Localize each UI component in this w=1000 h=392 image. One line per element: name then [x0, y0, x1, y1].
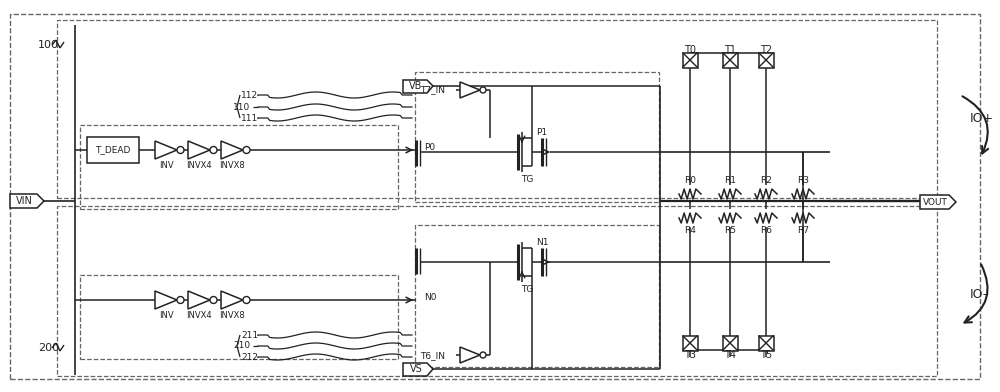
Text: T0: T0 — [684, 45, 696, 55]
Text: TG: TG — [521, 285, 533, 294]
Bar — [759, 53, 774, 67]
Circle shape — [243, 147, 250, 154]
Text: T3: T3 — [684, 350, 696, 360]
Circle shape — [210, 147, 217, 154]
Text: R6: R6 — [760, 225, 772, 234]
Text: TG: TG — [521, 174, 533, 183]
Text: VS: VS — [410, 364, 422, 374]
Text: P0: P0 — [424, 143, 435, 151]
Polygon shape — [460, 347, 480, 363]
Circle shape — [177, 147, 184, 154]
Text: VB: VB — [409, 81, 423, 91]
Bar — [759, 336, 774, 350]
Text: INVX4: INVX4 — [186, 310, 212, 319]
Bar — [80, 125, 398, 209]
Polygon shape — [155, 291, 177, 309]
Text: T6_IN: T6_IN — [420, 352, 445, 361]
Text: IO-: IO- — [970, 289, 988, 301]
Text: R1: R1 — [724, 176, 736, 185]
Bar — [415, 72, 659, 202]
Text: P1: P1 — [536, 127, 548, 136]
Text: 200: 200 — [38, 343, 59, 353]
Bar — [87, 137, 139, 163]
Text: T2: T2 — [760, 45, 772, 55]
Text: INVX8: INVX8 — [219, 160, 245, 169]
Text: 100: 100 — [38, 40, 59, 50]
Bar — [415, 225, 659, 367]
Text: R3: R3 — [797, 176, 809, 185]
Text: INVX8: INVX8 — [219, 310, 245, 319]
Text: 210: 210 — [233, 341, 250, 350]
Bar — [57, 206, 937, 376]
Polygon shape — [403, 363, 433, 376]
Text: N1: N1 — [536, 238, 548, 247]
Text: R4: R4 — [684, 225, 696, 234]
Polygon shape — [155, 141, 177, 159]
Text: R5: R5 — [724, 225, 736, 234]
Polygon shape — [920, 195, 956, 209]
Polygon shape — [188, 291, 210, 309]
Text: VOUT: VOUT — [923, 198, 947, 207]
Text: INV: INV — [159, 160, 173, 169]
Circle shape — [480, 87, 486, 93]
Polygon shape — [188, 141, 210, 159]
Text: 211: 211 — [241, 330, 258, 339]
Circle shape — [210, 296, 217, 303]
FancyArrowPatch shape — [964, 265, 988, 323]
Text: T7_IN: T7_IN — [420, 85, 445, 94]
Text: 212: 212 — [241, 352, 258, 361]
Text: 111: 111 — [241, 114, 258, 123]
Text: 112: 112 — [241, 91, 258, 100]
Polygon shape — [460, 82, 480, 98]
Text: R2: R2 — [760, 176, 772, 185]
Text: VIN: VIN — [16, 196, 32, 206]
Text: T_DEAD: T_DEAD — [95, 145, 131, 154]
Bar — [722, 53, 738, 67]
Bar — [722, 336, 738, 350]
Circle shape — [480, 352, 486, 358]
Text: 110: 110 — [233, 102, 250, 111]
Text: INVX4: INVX4 — [186, 160, 212, 169]
Text: INV: INV — [159, 310, 173, 319]
Text: IO+: IO+ — [970, 111, 994, 125]
Bar — [57, 20, 937, 198]
Circle shape — [177, 296, 184, 303]
Bar — [682, 336, 698, 350]
Text: T1: T1 — [724, 45, 736, 55]
Polygon shape — [221, 141, 243, 159]
Text: T4: T4 — [724, 350, 736, 360]
Circle shape — [243, 296, 250, 303]
Bar — [682, 53, 698, 67]
Text: N0: N0 — [424, 292, 436, 301]
Bar — [80, 275, 398, 359]
Text: R7: R7 — [797, 225, 809, 234]
FancyArrowPatch shape — [962, 96, 988, 153]
Polygon shape — [10, 194, 44, 208]
Text: T5: T5 — [760, 350, 772, 360]
Text: R0: R0 — [684, 176, 696, 185]
Polygon shape — [221, 291, 243, 309]
Polygon shape — [403, 80, 433, 93]
